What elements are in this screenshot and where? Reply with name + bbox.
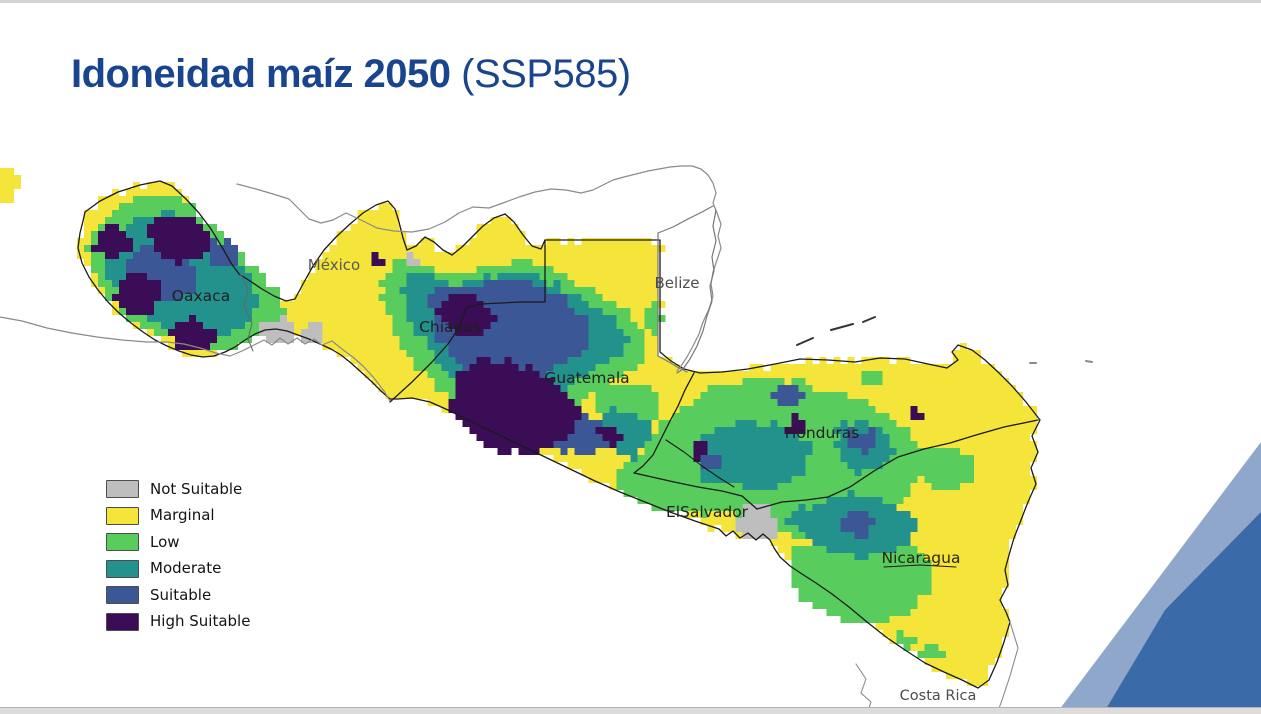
page-title: Idoneidad maíz 2050 (SSP585) bbox=[71, 52, 631, 97]
map-label-belize: Belize bbox=[655, 274, 700, 292]
legend-row-suitable: Suitable bbox=[106, 582, 250, 609]
legend-swatch-not_suitable bbox=[106, 480, 139, 499]
legend-swatch-marginal bbox=[106, 506, 139, 525]
map-label-costa-rica: Costa Rica bbox=[900, 688, 977, 704]
legend-row-moderate: Moderate bbox=[106, 556, 250, 583]
base-landmass-outline bbox=[77, 180, 1041, 689]
map-label-oaxaca: Oaxaca bbox=[172, 287, 230, 305]
map-label-nicaragua: Nicaragua bbox=[882, 549, 961, 567]
map-label-guatemala: Guatemala bbox=[544, 369, 629, 387]
legend-row-not_suitable: Not Suitable bbox=[106, 476, 250, 503]
bay-island-2 bbox=[830, 323, 854, 331]
costa-rica-west-coast bbox=[855, 663, 872, 714]
mexico-guatemala-border bbox=[389, 239, 546, 403]
legend-swatch-high_suitable bbox=[106, 612, 139, 631]
page-title-scenario: (SSP585) bbox=[450, 52, 631, 96]
legend-swatch-moderate bbox=[106, 559, 139, 578]
nicaragua-river bbox=[883, 564, 957, 568]
oaxaca-state-border bbox=[239, 272, 254, 352]
legend-swatch-suitable bbox=[106, 586, 139, 605]
bay-island-3 bbox=[862, 316, 876, 323]
map-legend: Not Suitable Marginal Low Moderate Suitable H… bbox=[106, 476, 250, 635]
page-title-main: Idoneidad maíz 2050 bbox=[71, 52, 451, 96]
pacific-coastline-west bbox=[0, 316, 391, 402]
legend-row-marginal: Marginal bbox=[106, 503, 250, 530]
bay-island-1 bbox=[796, 337, 814, 346]
map-label-chiapas: Chiapas bbox=[419, 318, 481, 336]
legend-label: Not Suitable bbox=[150, 479, 243, 498]
legend-label: Suitable bbox=[150, 585, 212, 604]
guatemala-honduras-salvador-border bbox=[633, 372, 758, 510]
costa-rica-east-border bbox=[996, 621, 1019, 714]
honduras-nicaragua-border bbox=[756, 419, 1039, 510]
legend-label: High Suitable bbox=[150, 612, 251, 631]
salvador-honduras-border bbox=[665, 439, 735, 488]
island-dot-2 bbox=[1085, 360, 1093, 363]
legend-swatch-low bbox=[106, 533, 139, 552]
legend-row-low: Low bbox=[106, 529, 250, 556]
belize-north-border bbox=[657, 205, 714, 234]
decor-dark-triangle bbox=[1103, 512, 1261, 714]
belize-south-border bbox=[657, 355, 688, 373]
map-label-elsalvador: ElSalvador bbox=[666, 503, 749, 521]
legend-row-high_suitable: High Suitable bbox=[106, 609, 250, 636]
map-label-honduras: Honduras bbox=[785, 424, 860, 442]
belize-coastline bbox=[676, 209, 717, 374]
legend-label: Marginal bbox=[150, 506, 215, 525]
legend-label: Low bbox=[150, 532, 180, 551]
map-label-méxico: México bbox=[308, 256, 360, 274]
top-strip bbox=[0, 0, 1261, 3]
bottom-strip bbox=[0, 707, 1261, 714]
legend-label: Moderate bbox=[150, 559, 222, 578]
